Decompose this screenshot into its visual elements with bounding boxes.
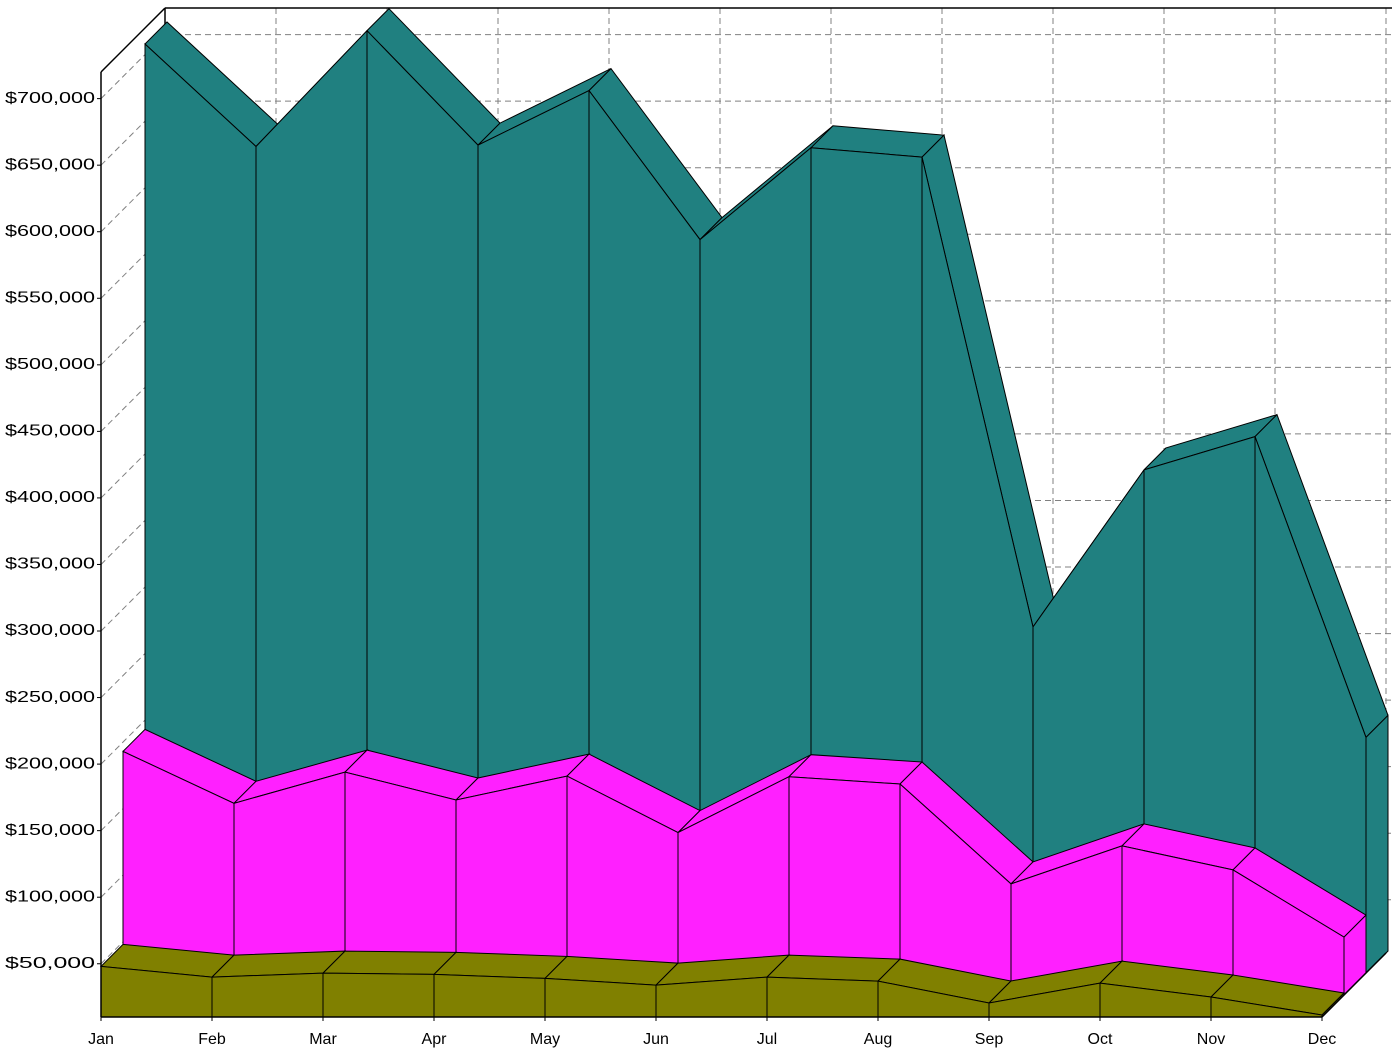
y-tick-label: $150,000 [5, 822, 95, 839]
area-top [321, 950, 458, 975]
x-tick-label: Jul [757, 1031, 777, 1048]
x-tick-label: Feb [198, 1031, 226, 1048]
axis-line [1321, 952, 1387, 1018]
y-tick-label: $700,000 [5, 90, 95, 107]
y-tick-label: $550,000 [5, 289, 95, 306]
y-tick-label: $250,000 [5, 689, 95, 706]
area-top [432, 951, 569, 979]
x-tick-label: Mar [309, 1031, 337, 1048]
x-tick-label: Oct [1088, 1031, 1113, 1048]
x-tick-label: Aug [864, 1031, 892, 1048]
series [144, 7, 1389, 975]
y-tick-label: $200,000 [5, 755, 95, 772]
area-side [1365, 714, 1389, 975]
x-tick-label: Jan [88, 1031, 114, 1048]
x-tick-label: Nov [1197, 1031, 1225, 1048]
area-top [765, 954, 902, 982]
y-tick-label: $350,000 [5, 556, 95, 573]
area [122, 750, 1345, 996]
x-tick-label: Apr [422, 1031, 448, 1048]
x-tick-label: Dec [1308, 1031, 1336, 1048]
y-tick-label: $650,000 [5, 156, 95, 173]
series [99, 943, 1346, 1019]
y-tick-label: $600,000 [5, 223, 95, 240]
x-tick-label: Sep [975, 1031, 1004, 1048]
y-tick-label: $50,000 [5, 955, 95, 972]
x-tick-label: May [530, 1031, 560, 1048]
x-tick-label: Jun [643, 1031, 669, 1048]
axis-line [100, 7, 166, 73]
y-tick-label: $500,000 [5, 356, 95, 373]
y-tick-label: $450,000 [5, 423, 95, 440]
y-tick-label: $400,000 [5, 489, 95, 506]
y-tick-label: $300,000 [5, 622, 95, 639]
y-tick-label: $100,000 [5, 888, 95, 905]
series [122, 728, 1367, 997]
